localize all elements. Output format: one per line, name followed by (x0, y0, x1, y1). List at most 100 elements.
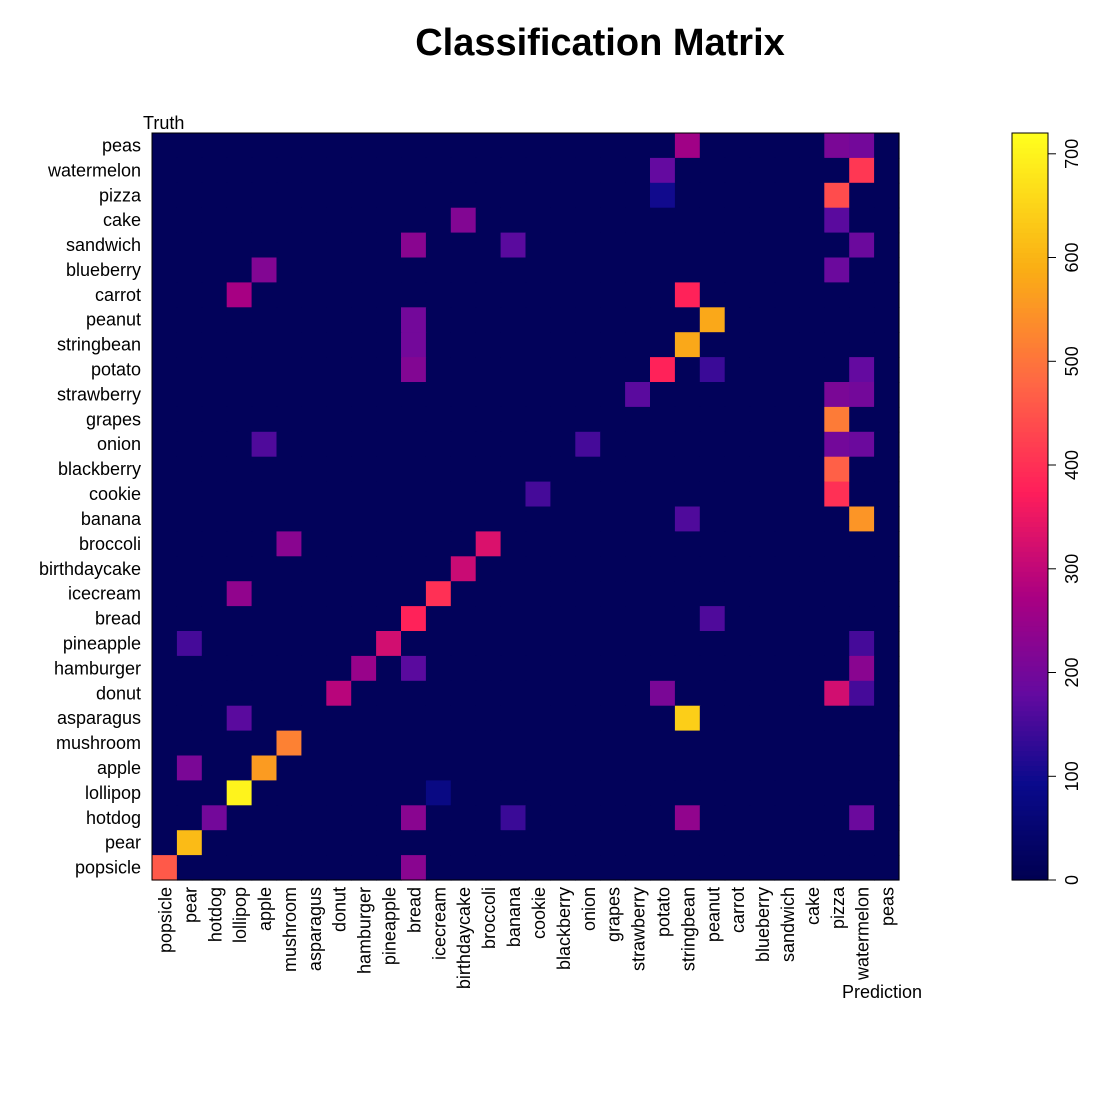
heatmap-cell (600, 631, 626, 657)
heatmap-cell (276, 631, 302, 657)
heatmap-cell (276, 456, 302, 483)
heatmap-cell (152, 730, 178, 757)
heatmap-cell (799, 431, 825, 458)
colorbar-segment (1012, 690, 1048, 697)
heatmap-cell (525, 431, 551, 458)
heatmap-cell (226, 257, 253, 283)
heatmap-cell (625, 406, 651, 433)
heatmap-cell (401, 631, 427, 657)
heatmap-cell (276, 705, 302, 732)
heatmap-cell (525, 207, 551, 234)
heatmap-cell (575, 730, 601, 757)
heatmap-cell (625, 207, 651, 234)
y-tick-label: hotdog (86, 808, 141, 828)
heatmap-cell (600, 431, 626, 458)
heatmap-cell (799, 207, 825, 234)
heatmap-cell (226, 133, 253, 159)
heatmap-cell (500, 282, 527, 308)
heatmap-cell (251, 182, 278, 209)
colorbar-segment (1012, 377, 1048, 383)
colorbar-segment (1012, 262, 1048, 269)
heatmap-cell (475, 232, 502, 259)
heatmap-cell (351, 730, 377, 757)
heatmap-cell (774, 357, 800, 383)
heatmap-cell (575, 631, 601, 657)
heatmap-cell (799, 805, 825, 831)
colorbar-segment (1012, 551, 1048, 557)
heatmap-cell (376, 357, 402, 383)
heatmap-cell (824, 780, 850, 806)
heatmap-cell (176, 182, 203, 209)
x-tick-label: watermelon (853, 887, 873, 981)
heatmap-cell (774, 257, 800, 283)
heatmap-cell (849, 232, 875, 259)
heatmap-cell (450, 730, 477, 757)
heatmap-cell (650, 257, 676, 283)
heatmap-cell (550, 456, 576, 483)
heatmap-cell (326, 182, 352, 209)
heatmap-cell (500, 232, 527, 259)
heatmap-cell (799, 232, 825, 259)
colorbar-segment (1012, 466, 1048, 473)
colorbar-segment (1012, 735, 1048, 742)
heatmap-cell (401, 606, 427, 632)
heatmap-cell (724, 157, 751, 184)
heatmap-cell (650, 232, 676, 259)
heatmap-cell (326, 207, 352, 234)
heatmap-cell (326, 506, 352, 532)
y-tick-label: birthdaycake (39, 559, 141, 579)
heatmap-cell (301, 133, 327, 159)
heatmap-cell (849, 133, 875, 159)
heatmap-cell (824, 406, 850, 433)
colorbar-segment (1012, 312, 1048, 318)
heatmap-cell (152, 207, 178, 234)
heatmap-cell (749, 631, 776, 657)
heatmap-cell (176, 780, 203, 806)
heatmap-cell (600, 282, 626, 308)
heatmap-cell (849, 805, 875, 831)
heatmap-cell (799, 581, 825, 607)
heatmap-cell (550, 506, 576, 532)
heatmap-cell (749, 257, 776, 283)
heatmap-cell (799, 456, 825, 483)
heatmap-cell (525, 133, 551, 159)
heatmap-cell (152, 755, 178, 781)
heatmap-cell (799, 631, 825, 657)
heatmap-cell (201, 606, 228, 632)
colorbar-segment (1012, 715, 1048, 722)
heatmap-cell (874, 307, 900, 333)
colorbar-tick-label: 500 (1062, 346, 1082, 376)
heatmap-cell (625, 655, 651, 682)
heatmap-cell (152, 431, 178, 458)
heatmap-cell (550, 207, 576, 234)
x-tick-label: potato (654, 887, 674, 937)
heatmap-cell (674, 406, 701, 433)
colorbar-segment (1012, 496, 1048, 503)
heatmap-cell (176, 606, 203, 632)
heatmap-cell (625, 182, 651, 209)
heatmap-cell (600, 855, 626, 881)
colorbar-segment (1012, 536, 1048, 542)
heatmap-cell (874, 631, 900, 657)
heatmap-cell (525, 406, 551, 433)
heatmap-cell (351, 182, 377, 209)
heatmap-cell (874, 655, 900, 682)
heatmap-cell (201, 755, 228, 781)
heatmap-cell (450, 481, 477, 508)
heatmap-cell (650, 680, 676, 707)
heatmap-cell (251, 830, 278, 856)
heatmap-cell (749, 606, 776, 632)
heatmap-cell (176, 382, 203, 408)
colorbar-segment (1012, 421, 1048, 428)
colorbar-segment (1012, 820, 1048, 826)
heatmap-cell (625, 431, 651, 458)
heatmap-cell (276, 207, 302, 234)
heatmap-cell (376, 755, 402, 781)
heatmap-cell (874, 705, 900, 732)
heatmap-cell (699, 481, 726, 508)
colorbar-segment (1012, 232, 1048, 239)
heatmap-cell (351, 755, 377, 781)
heatmap-cell (525, 182, 551, 209)
heatmap-cell (450, 182, 477, 209)
heatmap-cell (376, 431, 402, 458)
